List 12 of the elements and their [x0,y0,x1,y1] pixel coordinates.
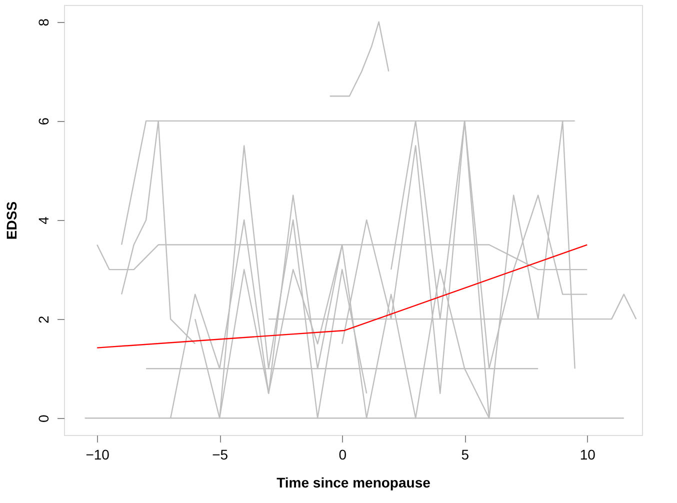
y-tick-label: 6 [36,117,52,126]
x-tick-label: −5 [212,446,228,462]
y-tick-label: 8 [36,18,52,26]
x-tick-label: 5 [461,446,470,462]
x-tick-label: 10 [580,446,596,462]
x-axis-title: Time since menopause [276,474,431,490]
y-tick-label: 2 [36,315,52,324]
y-tick-label: 4 [36,216,52,224]
y-axis-title: EDSS [4,201,20,240]
x-tick-label: −10 [86,446,110,462]
y-tick-label: 0 [36,414,52,423]
x-tick-label: 0 [338,446,347,462]
